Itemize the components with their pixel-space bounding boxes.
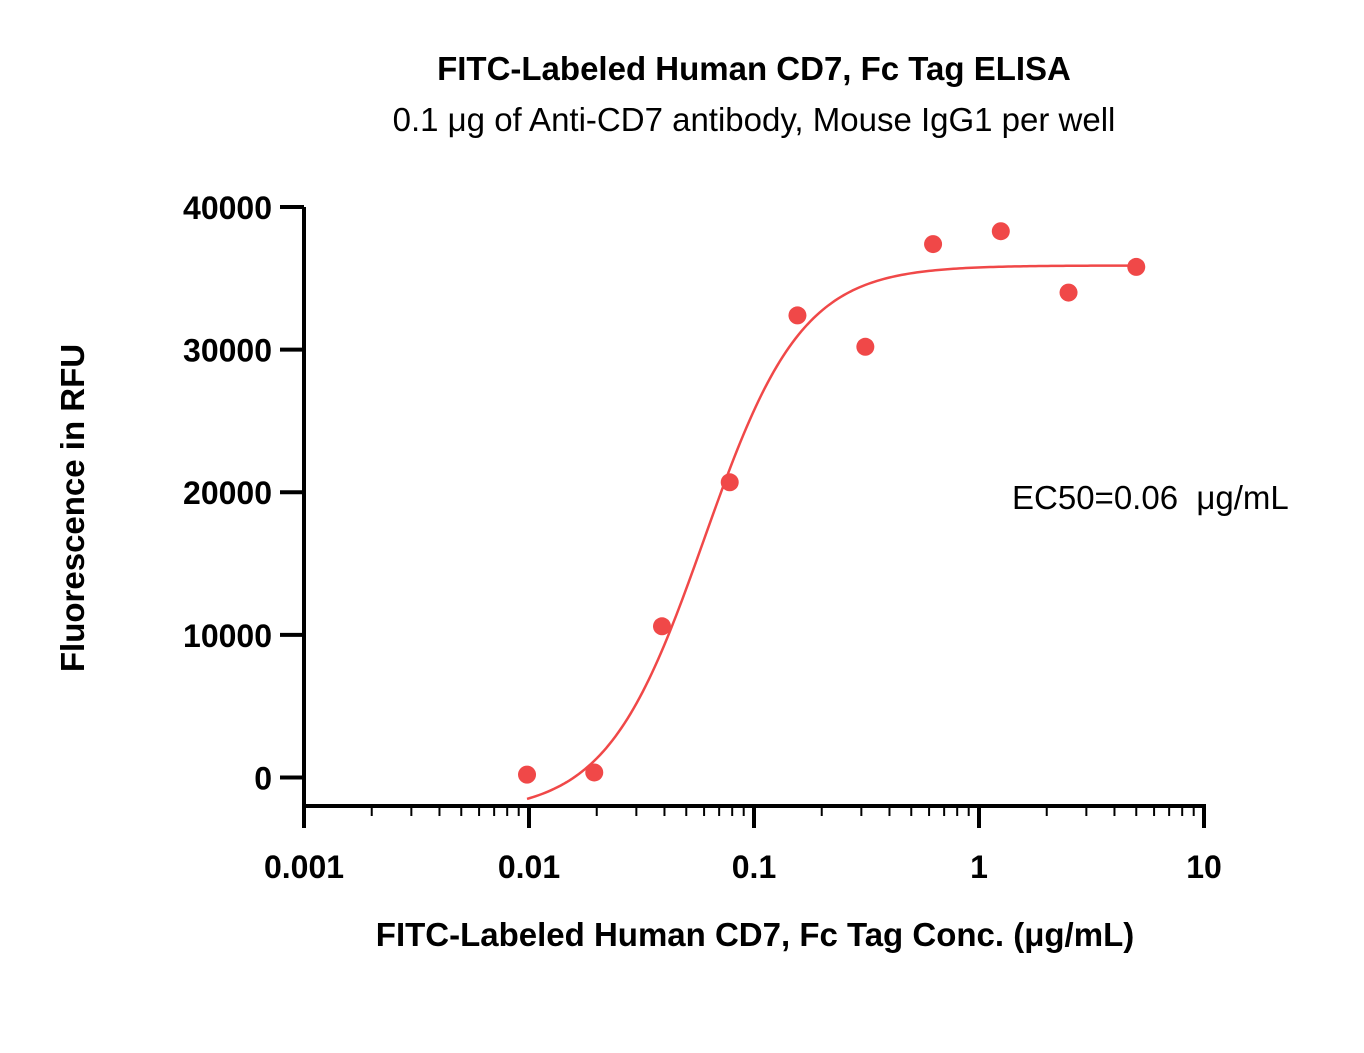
y-axis-ticks: 0 10000 20000 30000 40000: [183, 190, 304, 796]
data-point: [585, 763, 604, 782]
data-point: [720, 473, 739, 492]
chart-title: FITC-Labeled Human CD7, Fc Tag ELISA: [437, 50, 1071, 87]
x-tick-label: 0.001: [264, 849, 344, 885]
data-point: [788, 306, 807, 325]
ec50-annotation: EC50=0.06 μg/mL: [1012, 479, 1289, 516]
y-tick-label: 10000: [183, 618, 272, 654]
x-tick-label: 10: [1186, 849, 1222, 885]
x-axis-ticks: 0.001 0.01 0.1 1 10: [264, 806, 1222, 885]
y-axis-label: Fluorescence in RFU: [54, 344, 91, 672]
y-tick-label: 20000: [183, 475, 272, 511]
data-point: [1127, 257, 1146, 276]
chart-subtitle: 0.1 μg of Anti-CD7 antibody, Mouse IgG1 …: [393, 101, 1116, 138]
data-point: [991, 222, 1010, 241]
data-point: [924, 235, 943, 254]
data-point: [856, 337, 875, 356]
data-point: [518, 765, 537, 784]
data-point: [652, 617, 671, 636]
data-points-layer: [518, 222, 1146, 784]
x-tick-label: 0.01: [498, 849, 560, 885]
y-tick-label: 0: [254, 760, 272, 796]
y-tick-label: 30000: [183, 333, 272, 369]
data-point: [1059, 283, 1078, 302]
y-tick-label: 40000: [183, 190, 272, 226]
fit-curve: [526, 264, 1137, 801]
x-axis-label: FITC-Labeled Human CD7, Fc Tag Conc. (μg…: [376, 916, 1134, 953]
x-tick-label: 0.1: [732, 849, 776, 885]
fit-curve-layer: [526, 264, 1137, 801]
x-tick-label: 1: [970, 849, 988, 885]
